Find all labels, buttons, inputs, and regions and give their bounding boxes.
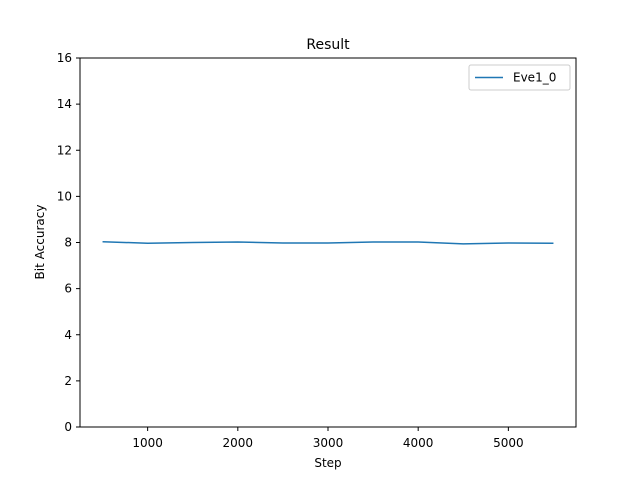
legend-entry: Eve1_0	[513, 71, 556, 85]
series-line	[102, 241, 554, 245]
y-tick-label: 10	[57, 189, 72, 203]
y-axis: 0 2 4 6 8 10 12 14 16	[57, 51, 80, 434]
y-tick-label: 6	[64, 282, 72, 296]
x-tick-label: 5000	[493, 436, 524, 450]
x-tick-label: 2000	[223, 436, 254, 450]
series-layer	[102, 241, 554, 245]
x-tick-label: 3000	[313, 436, 344, 450]
x-axis-label: Step	[314, 456, 341, 470]
legend-box	[468, 64, 571, 91]
y-tick-label: 12	[57, 143, 72, 157]
y-axis-label: Bit Accuracy	[33, 205, 47, 280]
x-tick-label: 4000	[403, 436, 434, 450]
y-tick-label: 14	[57, 97, 72, 111]
y-tick-label: 8	[64, 236, 72, 250]
x-axis: 1000 2000 3000 4000 5000	[132, 427, 524, 450]
y-tick-label: 4	[64, 328, 72, 342]
y-tick-label: 16	[57, 51, 72, 65]
y-tick-label: 2	[64, 374, 72, 388]
y-tick-label: 0	[64, 420, 72, 434]
x-tick-label: 1000	[132, 436, 163, 450]
legend: Eve1_0	[468, 64, 571, 91]
chart-title: Result	[306, 37, 350, 53]
